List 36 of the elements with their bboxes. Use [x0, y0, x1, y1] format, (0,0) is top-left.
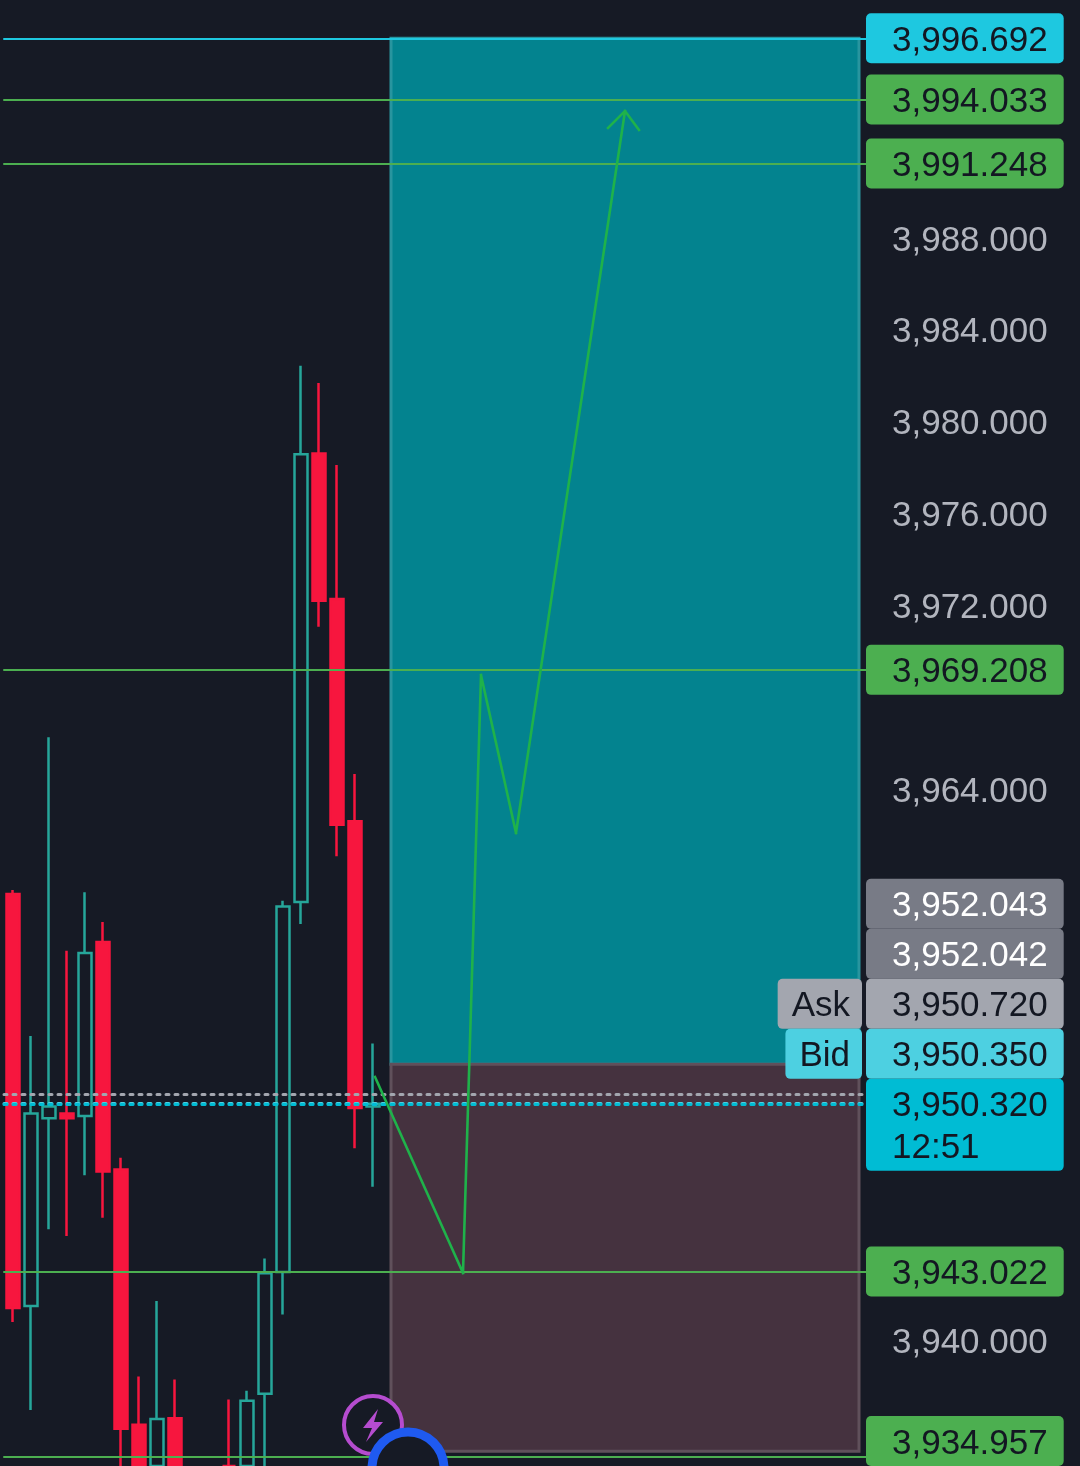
candlestick	[23, 1034, 39, 1412]
candlestick	[257, 1257, 273, 1466]
candlestick	[5, 888, 21, 1324]
band-label: 3,952.042	[892, 934, 1048, 974]
candlestick	[59, 949, 75, 1238]
candlestick	[275, 899, 291, 1316]
y-tick-label: 3,984.000	[892, 310, 1048, 350]
ref-line-label: 3,943.022	[892, 1252, 1048, 1292]
text: Ask 3,950.720	[791, 984, 1048, 1024]
y-tick-label: 3,972.000	[892, 586, 1048, 626]
ref-line-label: 3,991.248	[892, 143, 1048, 183]
ref-line-label: 3,934.957	[892, 1421, 1048, 1461]
candlestick	[293, 364, 309, 926]
candlestick	[41, 735, 57, 1231]
candlestick	[167, 1378, 183, 1466]
y-tick-label: 3,976.000	[892, 494, 1048, 534]
candlestick	[365, 1042, 381, 1189]
candlestick	[95, 920, 111, 1220]
candlestick	[311, 381, 327, 629]
candlestick	[149, 1299, 165, 1466]
y-tick-label: 3,980.000	[892, 402, 1048, 442]
ref-line-label: 3,996.692	[892, 18, 1048, 58]
candlestick	[239, 1389, 255, 1466]
candlestick	[131, 1375, 147, 1466]
y-tick-label: 3,964.000	[892, 770, 1048, 810]
candlestick	[113, 1156, 129, 1466]
band-label: 3,952.043	[892, 884, 1048, 924]
text: Bid 3,950.350	[799, 1034, 1048, 1074]
ref-line-label: 3,950.320 12:51	[892, 1084, 1048, 1166]
candlestick	[77, 890, 93, 1177]
candlestick	[347, 772, 363, 1150]
ref-line-label: 3,994.033	[892, 79, 1048, 119]
y-tick-label: 3,988.000	[892, 218, 1048, 258]
ref-line-label: 3,969.208	[892, 650, 1048, 690]
y-tick-label: 3,940.000	[892, 1321, 1048, 1361]
candlestick	[329, 463, 345, 858]
